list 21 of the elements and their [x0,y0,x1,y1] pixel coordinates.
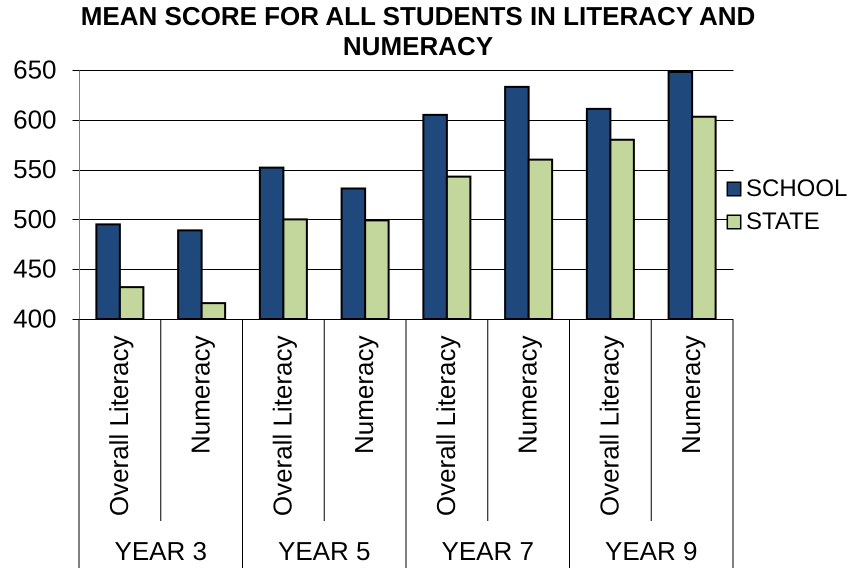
text: YEAR 9 [605,536,698,566]
legend-label: STATE [746,208,820,235]
y-tick-label: 650 [13,54,56,84]
chart-title: MEAN SCORE FOR ALL STUDENTS IN LITERACY AND NUMERACY [80,1,756,61]
text: YEAR 3 [114,536,207,566]
y-tick-label: 600 [13,104,56,134]
y-tick-label: 400 [13,304,56,334]
text: YEAR 5 [278,536,370,566]
y-tick-label: 450 [13,254,56,284]
y-tick-label: 550 [13,154,56,184]
text: YEAR 7 [442,536,534,566]
x-tick-label: Numeracy [186,336,216,454]
x-tick-label: Numeracy [349,336,380,454]
y-tick-label: 500 [13,204,56,234]
x-tick-label: Numeracy [676,336,706,454]
x-tick-label: Numeracy [512,336,543,454]
x-tick-label: Overall Literacy [594,336,624,516]
x-tick-label: Overall Literacy [267,336,298,516]
x-tick-label: Overall Literacy [430,336,461,516]
legend-label: SCHOOL [746,175,848,202]
x-tick-label: Overall Literacy [104,336,134,516]
